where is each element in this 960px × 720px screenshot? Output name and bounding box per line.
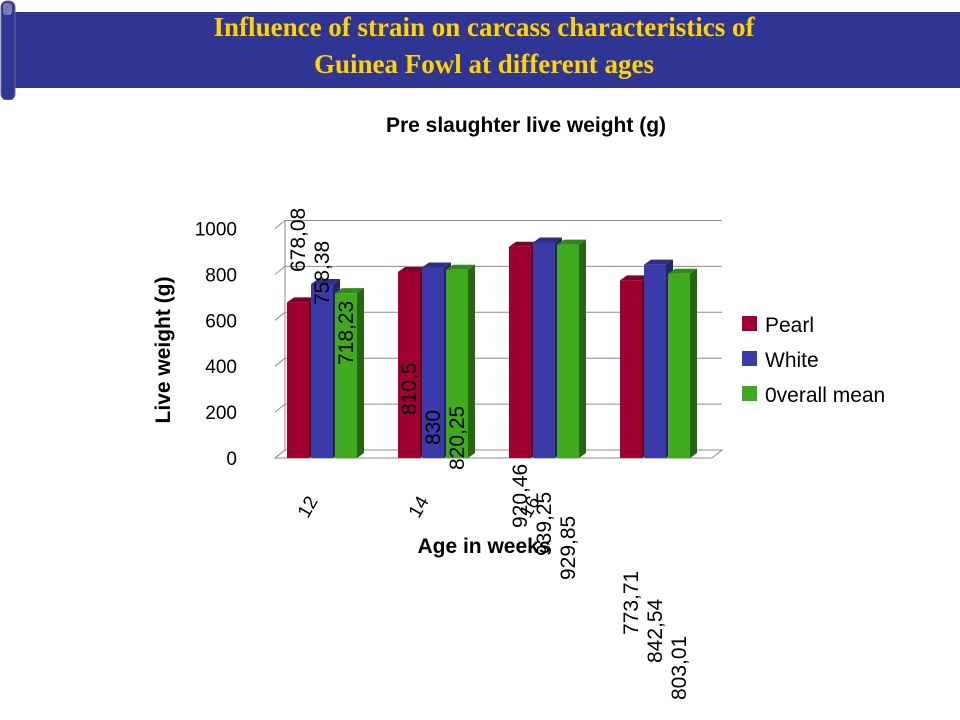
side-wall-line (274, 220, 286, 229)
bar-side-0verall-mean (357, 288, 364, 458)
slide-title-line-2: Guinea Fowl at different ages (314, 49, 654, 79)
bar-white-16 (533, 242, 555, 458)
bar-pearl-14 (398, 271, 420, 458)
bar-side-0verall-mean (579, 239, 586, 458)
bar-side-0verall-mean (468, 264, 475, 458)
bar-pearl-group-4 (620, 280, 642, 458)
side-wall-line (274, 311, 286, 321)
legend-label: Pearl (765, 314, 814, 337)
bar-0verall-mean-group-4 (668, 273, 690, 458)
data-label: 830 (422, 410, 445, 445)
bar-white-14 (422, 267, 444, 458)
side-wall-line (274, 403, 286, 413)
bar-side-0verall-mean (690, 268, 697, 458)
data-label: 678,08 (287, 208, 310, 272)
bar-top-white (644, 259, 673, 265)
bar-top-pearl (620, 275, 649, 281)
bar-top-white (533, 237, 562, 243)
x-tick-label: 14 (405, 492, 434, 521)
legend-swatch-pearl (742, 316, 757, 331)
bar-top-0verall-mean (446, 264, 475, 270)
banner-background (0, 0, 960, 100)
data-label: 758,38 (311, 241, 334, 305)
data-label: 803,01 (668, 636, 691, 700)
data-label: 810,5 (398, 362, 421, 415)
bar-0verall-mean-16 (557, 244, 579, 458)
slide-title-line-1: Influence of strain on carcass character… (213, 12, 755, 42)
bar-top-0verall-mean (668, 268, 697, 274)
bar-0verall-mean-12 (335, 293, 357, 458)
bar-white-group-4 (644, 264, 666, 458)
y-tick-label: 800 (205, 265, 237, 286)
bar-top-pearl (509, 241, 538, 247)
bar-top-pearl (287, 297, 316, 303)
y-tick-label: 600 (205, 311, 237, 332)
data-label: 773,71 (620, 571, 643, 635)
bar-top-0verall-mean (557, 239, 586, 245)
data-label: 842,54 (644, 598, 667, 663)
side-wall-line (274, 266, 286, 275)
bar-white-12 (311, 283, 333, 458)
data-label: 820,25 (446, 406, 469, 470)
bar-top-white (311, 278, 340, 284)
x-tick-label: 12 (294, 493, 323, 522)
data-label: 929,85 (557, 516, 580, 580)
slide-title: Influence of strain on carcass character… (12, 9, 956, 83)
bar-top-white (422, 262, 451, 268)
legend-label: White (765, 349, 819, 372)
bar-pearl-12 (287, 302, 309, 458)
data-label: 939,25 (533, 492, 556, 556)
legend-swatch-white (742, 351, 757, 366)
legend-swatch-0verall-mean (742, 386, 757, 401)
legend-label: 0verall mean (765, 384, 885, 407)
chart-title: Pre slaughter live weight (g) (386, 114, 666, 137)
bar-0verall-mean-14 (446, 269, 468, 458)
title-banner: Influence of strain on carcass character… (0, 0, 960, 100)
x-axis-title: Age in weeks (417, 535, 550, 558)
data-label: 920,46 (509, 464, 532, 528)
data-label: 718,23 (335, 301, 358, 365)
side-wall-line (274, 357, 286, 367)
y-axis-title: Live weight (g) (152, 277, 175, 424)
bar-top-0verall-mean (335, 288, 364, 294)
y-tick-label: 200 (205, 403, 237, 424)
y-tick-label: 1000 (195, 220, 237, 241)
bar-pearl-16 (509, 246, 531, 458)
y-tick-label: 0 (226, 449, 237, 470)
y-tick-label: 400 (205, 357, 237, 378)
bar-top-pearl (398, 266, 427, 272)
